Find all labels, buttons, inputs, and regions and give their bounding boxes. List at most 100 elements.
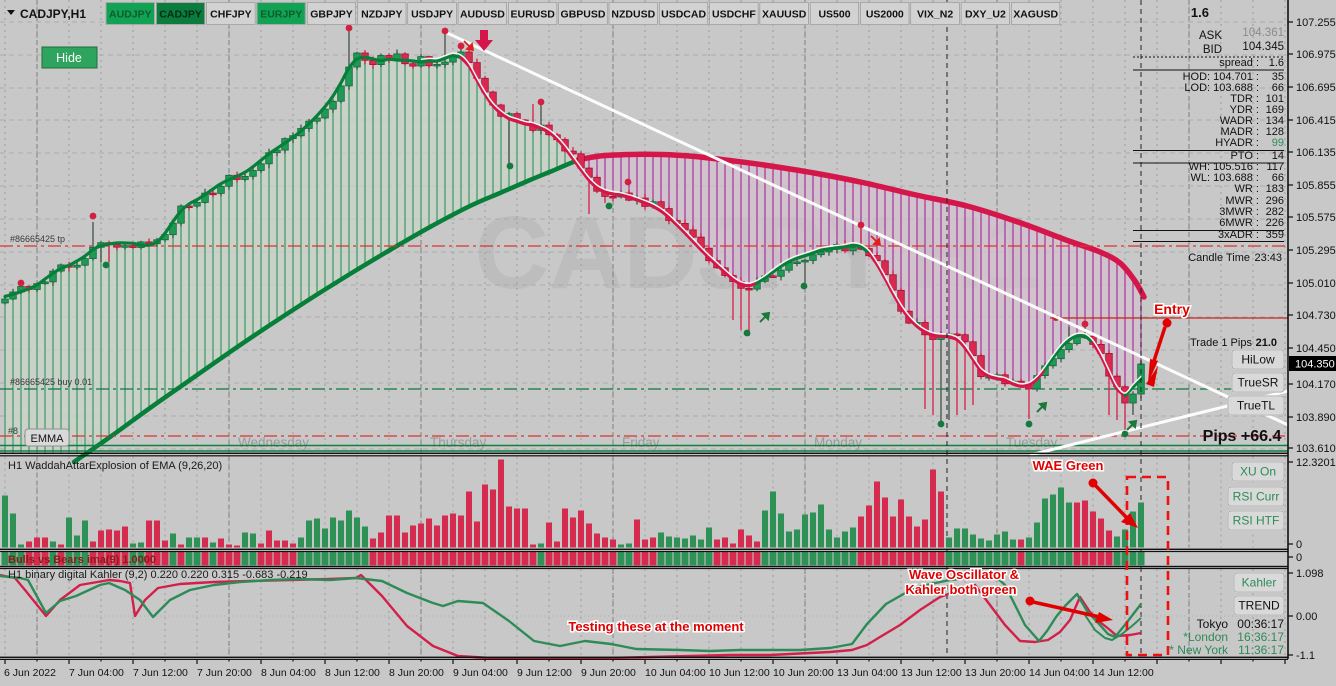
svg-text:XU On: XU On — [1240, 465, 1276, 479]
svg-text:Friday: Friday — [622, 435, 660, 450]
svg-text:66: 66 — [1272, 172, 1284, 184]
svg-text:Entry: Entry — [1154, 301, 1190, 317]
svg-text:104.345: 104.345 — [1242, 41, 1284, 53]
svg-text:Hide: Hide — [56, 51, 82, 65]
svg-text:TREND: TREND — [1238, 599, 1280, 613]
svg-text:101: 101 — [1266, 93, 1284, 105]
svg-text:YDR :: YDR : — [1230, 104, 1259, 116]
svg-text:226: 226 — [1266, 217, 1284, 229]
svg-text:GBPUSD: GBPUSD — [561, 9, 606, 21]
svg-text:106.135: 106.135 — [1296, 147, 1336, 159]
svg-text:NZDUSD: NZDUSD — [611, 9, 655, 21]
svg-text:10 Jun 04:00: 10 Jun 04:00 — [645, 667, 706, 679]
svg-text:3MWR :: 3MWR : — [1219, 206, 1259, 218]
svg-text:MWR :: MWR : — [1225, 195, 1259, 207]
svg-text:PTO :: PTO : — [1230, 150, 1259, 162]
svg-text:104.361: 104.361 — [1242, 27, 1284, 39]
svg-text:1.6: 1.6 — [1191, 5, 1209, 20]
svg-text:AUDJPY: AUDJPY — [109, 9, 152, 21]
svg-text:13 Jun 12:00: 13 Jun 12:00 — [901, 667, 962, 679]
svg-text:0: 0 — [1296, 539, 1302, 551]
svg-text:Monday: Monday — [814, 435, 862, 450]
svg-text:VIX_N2: VIX_N2 — [917, 9, 953, 21]
svg-text:CADJPY: CADJPY — [159, 9, 202, 21]
svg-text:13 Jun 04:00: 13 Jun 04:00 — [837, 667, 898, 679]
svg-text:106.695: 106.695 — [1296, 82, 1336, 94]
svg-text:7 Jun 04:00: 7 Jun 04:00 — [69, 667, 124, 679]
svg-text:3xADR :: 3xADR : — [1218, 229, 1259, 241]
svg-text:GBPJPY: GBPJPY — [310, 9, 353, 21]
svg-text:TDR :: TDR : — [1230, 93, 1259, 105]
svg-text:105.855: 105.855 — [1296, 180, 1336, 192]
svg-text:EURJPY: EURJPY — [260, 9, 302, 21]
svg-text:EURUSD: EURUSD — [511, 9, 556, 21]
svg-text:-1.1: -1.1 — [1296, 650, 1315, 662]
svg-text:6 Jun 2022: 6 Jun 2022 — [4, 667, 56, 679]
svg-text:35: 35 — [1272, 71, 1284, 83]
svg-text:13 Jun 20:00: 13 Jun 20:00 — [965, 667, 1026, 679]
svg-text:Kahler both green: Kahler both green — [905, 582, 1016, 597]
svg-text:106.415: 106.415 — [1296, 115, 1336, 127]
svg-text:Thursday: Thursday — [430, 435, 487, 450]
svg-text:USDJPY: USDJPY — [411, 9, 453, 21]
svg-text:WAE Green: WAE Green — [1033, 458, 1104, 473]
svg-text:128: 128 — [1266, 126, 1284, 138]
svg-text:RSI HTF: RSI HTF — [1233, 514, 1280, 528]
svg-text:7 Jun 20:00: 7 Jun 20:00 — [197, 667, 252, 679]
svg-text:105.295: 105.295 — [1296, 245, 1336, 257]
svg-text:WL: 103.688 :: WL: 103.688 : — [1191, 172, 1260, 184]
svg-text:10 Jun 12:00: 10 Jun 12:00 — [709, 667, 770, 679]
svg-text:106.975: 106.975 — [1296, 49, 1336, 61]
svg-text:TrueSR: TrueSR — [1238, 376, 1279, 390]
svg-text:103.890: 103.890 — [1296, 412, 1336, 424]
svg-text:Wave Oscillator &: Wave Oscillator & — [909, 567, 1019, 582]
svg-text:8 Jun 04:00: 8 Jun 04:00 — [261, 667, 316, 679]
svg-text:#86665425 buy 0.01: #86665425 buy 0.01 — [10, 377, 92, 387]
svg-text:104.350: 104.350 — [1295, 359, 1335, 371]
svg-text:CHFJPY: CHFJPY — [210, 9, 251, 21]
svg-text:EMMA: EMMA — [31, 433, 65, 445]
svg-text:11:36:17: 11:36:17 — [1238, 643, 1284, 657]
svg-text:US500: US500 — [818, 9, 850, 21]
svg-text:Testing these at the moment: Testing these at the moment — [568, 619, 744, 634]
svg-text:HYADR :: HYADR : — [1215, 137, 1259, 149]
svg-text:AUDUSD: AUDUSD — [460, 9, 505, 21]
svg-text:H1 binary digital Kahler (9,2): H1 binary digital Kahler (9,2) 0.220 0.2… — [8, 569, 308, 581]
svg-text:183: 183 — [1266, 183, 1284, 195]
svg-text:104.730: 104.730 — [1296, 310, 1336, 322]
svg-text:WADR :: WADR : — [1220, 115, 1259, 127]
svg-text:104.170: 104.170 — [1296, 379, 1336, 391]
svg-text:107.255: 107.255 — [1296, 17, 1336, 29]
svg-text:105.575: 105.575 — [1296, 212, 1336, 224]
svg-text:spread :: spread : — [1219, 57, 1259, 69]
svg-text:Trade 1 Pips: Trade 1 Pips — [1190, 337, 1252, 349]
svg-text:USDCAD: USDCAD — [661, 9, 706, 21]
svg-text:0: 0 — [1296, 552, 1302, 564]
svg-text:HiLow: HiLow — [1241, 353, 1275, 367]
svg-text:105.010: 105.010 — [1296, 278, 1336, 290]
svg-text:9 Jun 12:00: 9 Jun 12:00 — [517, 667, 572, 679]
svg-text:* New York: * New York — [1169, 643, 1229, 657]
svg-text:134: 134 — [1266, 115, 1284, 127]
svg-text:Candle Time: Candle Time — [1188, 252, 1250, 264]
svg-text:NZDJPY: NZDJPY — [361, 9, 402, 21]
svg-text:US2000: US2000 — [866, 9, 904, 21]
svg-text:00:36:17: 00:36:17 — [1237, 617, 1284, 631]
svg-text:XAGUSD: XAGUSD — [1013, 9, 1058, 21]
svg-text:0.00: 0.00 — [1296, 611, 1317, 623]
svg-text:296: 296 — [1266, 195, 1284, 207]
svg-text:99: 99 — [1272, 137, 1284, 149]
svg-text:Pips +66.4: Pips +66.4 — [1203, 428, 1282, 445]
svg-text:MADR :: MADR : — [1221, 126, 1260, 138]
svg-text:359: 359 — [1266, 229, 1284, 241]
svg-text:16:36:17: 16:36:17 — [1237, 630, 1284, 644]
svg-text:CADJPY,H1: CADJPY,H1 — [20, 7, 86, 21]
svg-text:103.610: 103.610 — [1296, 443, 1336, 455]
svg-text:282: 282 — [1266, 206, 1284, 218]
svg-text:ASK: ASK — [1199, 30, 1222, 42]
svg-text:66: 66 — [1272, 82, 1284, 94]
svg-text:23:43: 23:43 — [1254, 252, 1282, 264]
svg-text:Bulls vs Bears ima(9) 1.0000: Bulls vs Bears ima(9) 1.0000 — [8, 554, 156, 566]
svg-text:USDCHF: USDCHF — [712, 9, 756, 21]
svg-text:8 Jun 20:00: 8 Jun 20:00 — [389, 667, 444, 679]
